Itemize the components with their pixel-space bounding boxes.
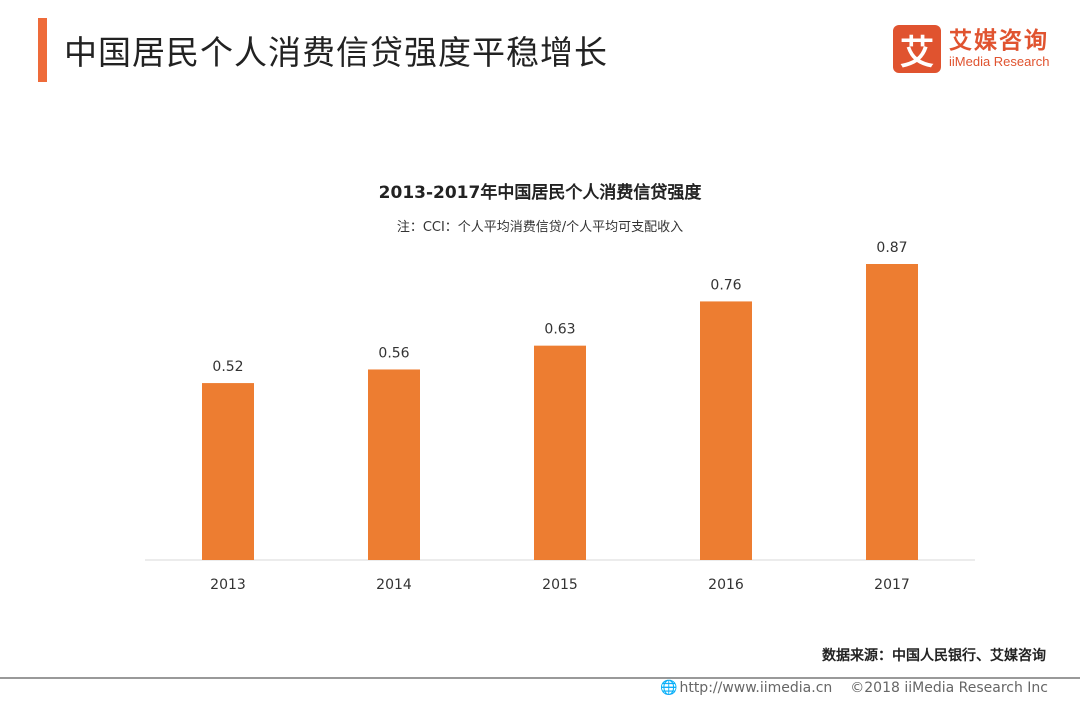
x-tick-label: 2014 [376, 577, 412, 593]
bar-2015 [534, 345, 586, 560]
chart-title: 2013-2017年中国居民个人消费信贷强度 [378, 183, 702, 203]
footer-copyright: ©2018 iiMedia Research Inc [850, 680, 1048, 696]
x-tick-label: 2017 [874, 577, 910, 593]
footer-divider [0, 677, 1080, 679]
globe-icon: 🌐 [660, 680, 678, 696]
data-label: 0.76 [710, 277, 741, 293]
x-tick-label: 2015 [542, 577, 578, 593]
bar-2017 [866, 264, 918, 560]
logo: 艾 艾媒咨询 iiMedia Research [893, 24, 1049, 74]
footer-url[interactable]: http://www.iimedia.cn [679, 680, 833, 696]
logo-mark: 艾 [893, 25, 941, 73]
data-label: 0.52 [212, 359, 243, 375]
data-label: 0.87 [876, 240, 907, 256]
footer: 🌐 http://www.iimedia.cn ©2018 iiMedia Rese… [642, 680, 1048, 696]
data-label: 0.63 [544, 322, 575, 338]
bar-2013 [202, 383, 254, 560]
data-label: 0.56 [378, 345, 409, 361]
chart-subtitle: 注：CCI：个人平均消费信贷/个人平均可支配收入 [396, 220, 684, 235]
page-title: 中国居民个人消费信贷强度平稳增长 [64, 33, 608, 72]
title-accent-bar [38, 18, 47, 82]
bar-2016 [700, 301, 752, 560]
logo-cn: 艾媒咨询 [949, 28, 1049, 54]
data-source: 数据来源：中国人民银行、艾媒咨询 [822, 648, 1046, 664]
bar-2014 [368, 369, 420, 560]
logo-en: iiMedia Research [949, 54, 1050, 69]
x-tick-label: 2016 [708, 577, 744, 593]
x-tick-label: 2013 [210, 577, 246, 593]
